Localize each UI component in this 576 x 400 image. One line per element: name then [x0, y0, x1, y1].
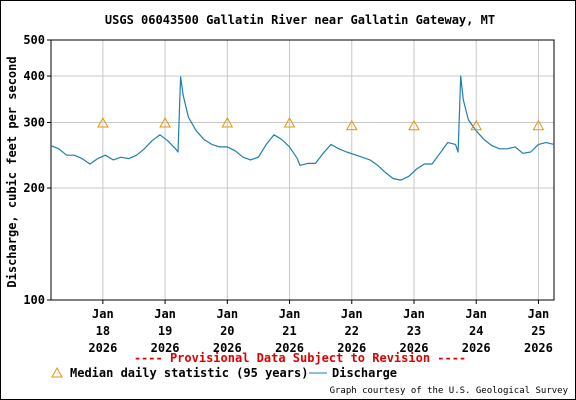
x-tick-label: Jan: [279, 307, 301, 321]
series-layer: [50, 75, 555, 181]
legend-triangle-icon: [51, 366, 63, 378]
provisional-notice: ---- Provisional Data Subject to Revisio…: [134, 351, 466, 365]
x-axis-ticks: Jan 18 2026 Jan 19 2026 Jan 20 2026 Jan 21 2026 Jan 2…: [88, 300, 553, 355]
x-tick-label: Jan: [341, 307, 363, 321]
y-tick-label: 300: [23, 116, 45, 130]
median-marker: [408, 119, 420, 131]
y-tick-label: 400: [23, 69, 45, 83]
median-marker: [345, 119, 358, 131]
x-tick-label: 2026: [151, 341, 180, 355]
x-tick-label: 2026: [462, 341, 491, 355]
x-tick-label: Jan: [216, 307, 238, 321]
y-tick-label: 100: [23, 293, 45, 307]
x-tick-label: 2026: [337, 341, 366, 355]
plot-border: [50, 39, 555, 301]
median-marker: [97, 116, 109, 128]
x-tick-label: Jan: [92, 307, 114, 321]
chart-title: USGS 06043500 Gallatin River near Gallat…: [105, 13, 495, 27]
x-tick-label: Jan: [465, 307, 487, 321]
x-tick-label: 2026: [213, 341, 242, 355]
grid: [51, 40, 554, 300]
x-tick-label: 2026: [524, 341, 553, 355]
y-axis-label: Discharge, cubic feet per second: [5, 56, 19, 287]
x-tick-label: 25: [531, 324, 545, 338]
x-tick-label: Jan: [403, 307, 425, 321]
x-tick-label: 24: [469, 324, 483, 338]
x-tick-label: 20: [220, 324, 234, 338]
median-marker: [283, 116, 296, 128]
legend-discharge-label: Discharge: [332, 366, 397, 380]
x-tick-label: 23: [407, 324, 421, 338]
legend-median-label: Median daily statistic (95 years): [70, 366, 308, 380]
legend: Median daily statistic (95 years) Discha…: [51, 366, 397, 380]
x-tick-label: 2026: [400, 341, 429, 355]
credit-text: Graph courtesy of the U.S. Geological Su…: [330, 386, 569, 396]
x-tick-label: 19: [158, 324, 172, 338]
y-axis-ticks: 100 200 300 400 500: [23, 33, 51, 307]
x-tick-label: 2026: [88, 341, 117, 355]
y-tick-label: 500: [23, 33, 45, 47]
discharge-series-line: [50, 75, 555, 181]
y-tick-label: 200: [23, 181, 45, 195]
x-tick-label: 2026: [275, 341, 304, 355]
x-tick-label: 22: [345, 324, 359, 338]
median-marker: [159, 116, 171, 128]
x-tick-label: 21: [282, 324, 296, 338]
median-marker: [470, 119, 483, 131]
median-marker: [221, 116, 234, 128]
median-marker: [532, 119, 545, 131]
x-tick-label: 18: [96, 324, 110, 338]
x-tick-label: Jan: [154, 307, 176, 321]
x-tick-label: Jan: [528, 307, 550, 321]
